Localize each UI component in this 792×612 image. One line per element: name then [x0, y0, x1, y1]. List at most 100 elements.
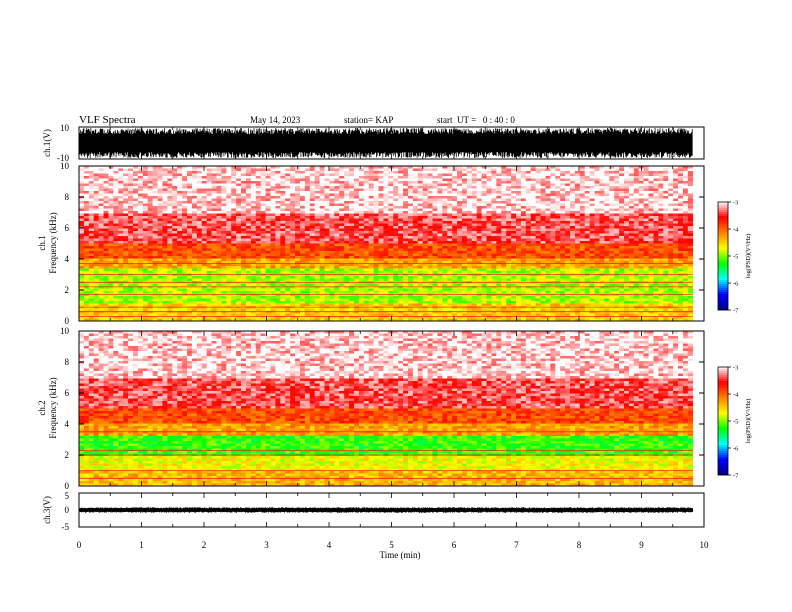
spectrogram-cell: [88, 226, 95, 229]
spectrogram-cell: [653, 208, 659, 212]
spectrogram-cell: [226, 198, 232, 202]
spectrogram-cell: [447, 238, 453, 242]
spectrogram-cell: [668, 206, 674, 209]
spectrogram-cell: [687, 218, 694, 222]
spectrogram-cell: [476, 201, 482, 204]
spectrogram-cell: [206, 258, 212, 262]
spectrogram-cell: [93, 246, 99, 249]
spectrogram-cell: [201, 206, 207, 209]
spectrogram-cell: [182, 261, 188, 264]
spectrogram-cell: [280, 211, 286, 214]
spectrogram-cell: [344, 168, 350, 172]
spectrogram-cell: [324, 178, 330, 182]
spectrogram-cell: [368, 168, 374, 172]
spectrogram-cell: [614, 208, 620, 212]
spectrogram-cell: [103, 216, 109, 219]
spectrogram-cell: [177, 181, 183, 184]
spectrogram-cell: [103, 238, 109, 242]
spectrogram-cell: [383, 181, 389, 184]
spectrogram-cell: [108, 196, 114, 199]
spectrogram-cell: [358, 258, 365, 262]
spectrogram-cell: [118, 258, 124, 262]
spectrogram-cell: [93, 191, 99, 194]
spectrogram-cell: [624, 201, 630, 204]
spectrogram-cell: [432, 183, 438, 187]
spectrogram-cell: [142, 216, 149, 219]
spectrogram-cell: [324, 233, 330, 237]
spectrogram-cell: [196, 188, 203, 192]
spectrogram-cell: [678, 228, 684, 232]
spectrogram-cell: [388, 186, 394, 189]
spectrogram-cell: [437, 211, 443, 214]
spectrogram-cell: [673, 258, 679, 262]
spectrogram-cell: [565, 183, 571, 187]
spectrogram-cell: [417, 263, 423, 267]
spectrogram-cell: [501, 238, 507, 242]
spectrogram-cell: [511, 213, 517, 217]
spectrogram-cell: [319, 231, 325, 234]
spectrogram-cell: [108, 243, 114, 247]
spectrogram-cell: [167, 178, 173, 182]
spectrogram-cell: [319, 191, 325, 194]
spectrogram-cell: [255, 171, 261, 174]
spectrogram-cell: [368, 223, 374, 227]
spectrogram-cell: [98, 211, 104, 214]
spectrogram-cell: [604, 261, 610, 264]
spectrogram-cell: [211, 228, 217, 232]
spectrogram-cell: [196, 243, 203, 247]
spectrogram-cell: [501, 223, 507, 227]
spectrogram-cell: [358, 193, 365, 197]
spectrogram-cell: [678, 193, 684, 197]
spectrogram-cell: [609, 241, 615, 244]
spectrogram-cell: [545, 253, 551, 257]
spectrogram-cell: [103, 191, 109, 194]
spectrogram-cell: [525, 248, 532, 252]
spectrogram-cell: [295, 256, 301, 259]
spectrogram-cell: [589, 228, 595, 232]
spectrogram-cell: [79, 243, 85, 247]
spectrogram-cell: [373, 198, 379, 202]
header-start-ut: start UT = 0 : 40 : 0: [437, 115, 515, 125]
spectrogram-cell: [663, 256, 669, 259]
spectrogram-cell: [678, 221, 684, 224]
spectrogram-cell: [290, 236, 296, 239]
spectrogram-cell: [584, 166, 590, 169]
spectrogram-cell: [93, 188, 99, 192]
spectrogram-cell: [265, 211, 271, 214]
spectrogram-cell: [432, 188, 438, 192]
spectrogram-cell: [599, 223, 605, 227]
spectrogram-cell: [241, 203, 247, 207]
spectrogram-cell: [137, 183, 144, 187]
spectrogram-cell: [658, 256, 664, 259]
spectrogram-cell: [275, 236, 281, 239]
spectrogram-cell: [182, 221, 188, 224]
spectrogram-cell: [584, 213, 590, 217]
spectrogram-cell: [123, 253, 129, 257]
spectrogram-cell: [191, 196, 198, 199]
spectrogram-cell: [304, 216, 311, 219]
spectrogram-cell: [682, 206, 689, 209]
spectrogram-cell: [290, 203, 296, 207]
spectrogram-cell: [231, 231, 237, 234]
spectrogram-cell: [481, 188, 487, 192]
spectrogram-cell: [349, 168, 355, 172]
spectrogram-cell: [358, 226, 365, 229]
spectrogram-cell: [388, 168, 394, 172]
spectrogram-cell: [461, 228, 468, 232]
spectrogram-cell: [162, 243, 168, 247]
spectrogram-cell: [506, 228, 512, 232]
spectrogram-cell: [329, 226, 335, 229]
spectrogram-cell: [191, 173, 198, 177]
spectrogram-cell: [98, 196, 104, 199]
spectrogram-cell: [206, 171, 212, 174]
spectrogram-cell: [324, 213, 330, 217]
spectrogram-cell: [88, 178, 95, 182]
spectrogram-cell: [579, 223, 586, 227]
spectrogram-cell: [628, 211, 635, 214]
spectrogram-cell: [452, 196, 458, 199]
spectrogram-cell: [515, 213, 522, 217]
spectrogram-cell: [216, 181, 222, 184]
spectrogram-cell: [157, 183, 163, 187]
spectrogram-cell: [648, 216, 654, 219]
